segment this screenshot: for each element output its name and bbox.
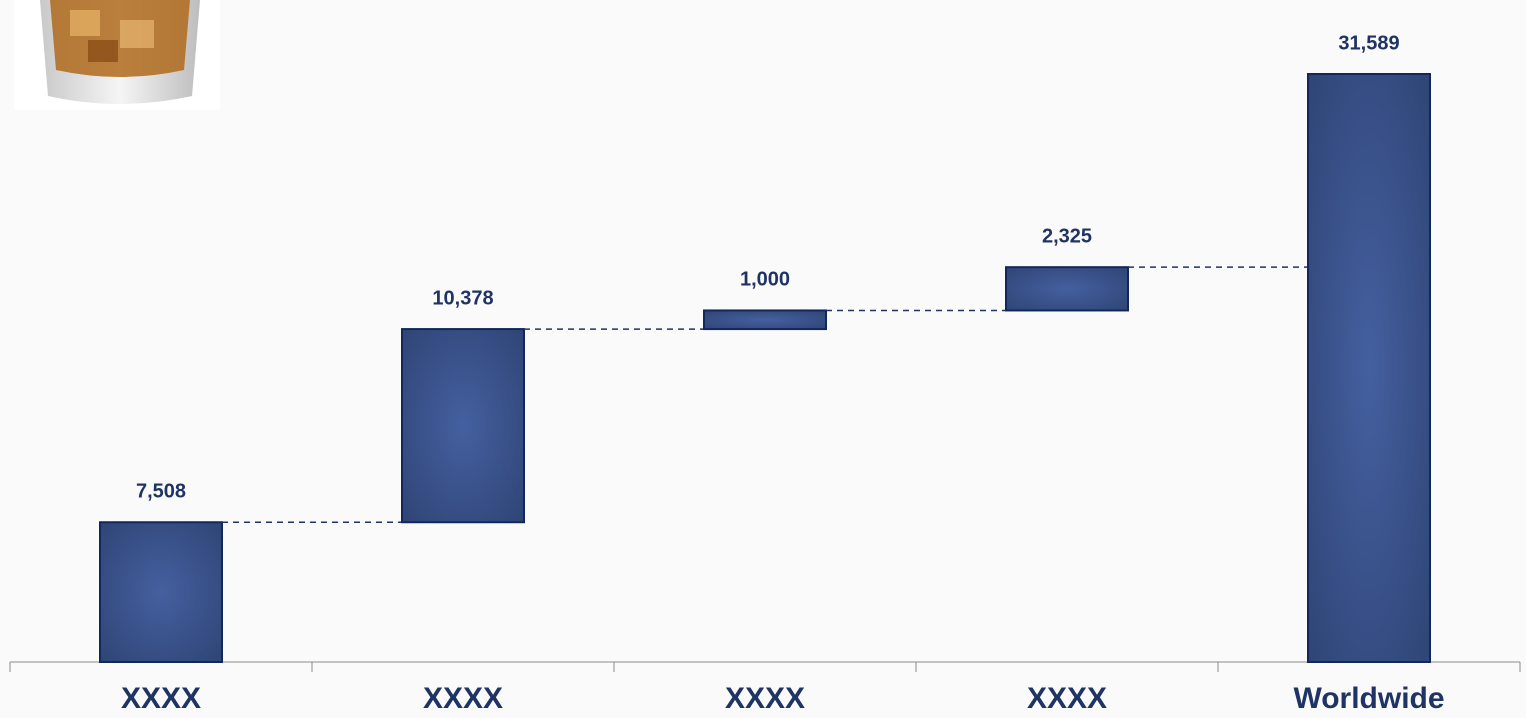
x-tick-label: XXXX	[725, 682, 805, 715]
bar	[99, 521, 223, 664]
x-tick-label: XXXX	[121, 682, 201, 715]
x-tick-label: XXXX	[423, 682, 503, 715]
plot-area: 7,508 XXXX 10,378 XXXX 1,000 XXXX 2,325 XXXX 31,…	[9, 32, 1521, 715]
value-label: 2,325	[1042, 225, 1092, 247]
bar	[1005, 266, 1129, 312]
x-tick-label: XXXX	[1027, 682, 1107, 715]
bar	[703, 309, 827, 331]
value-label: 1,000	[740, 269, 790, 291]
x-tick-label: Worldwide	[1293, 682, 1444, 715]
value-label: 10,378	[432, 287, 493, 309]
bar	[401, 328, 525, 524]
value-label: 7,508	[136, 481, 186, 503]
glass-image	[14, 0, 220, 110]
value-label: 31,589	[1338, 32, 1399, 54]
bar	[1307, 73, 1431, 663]
